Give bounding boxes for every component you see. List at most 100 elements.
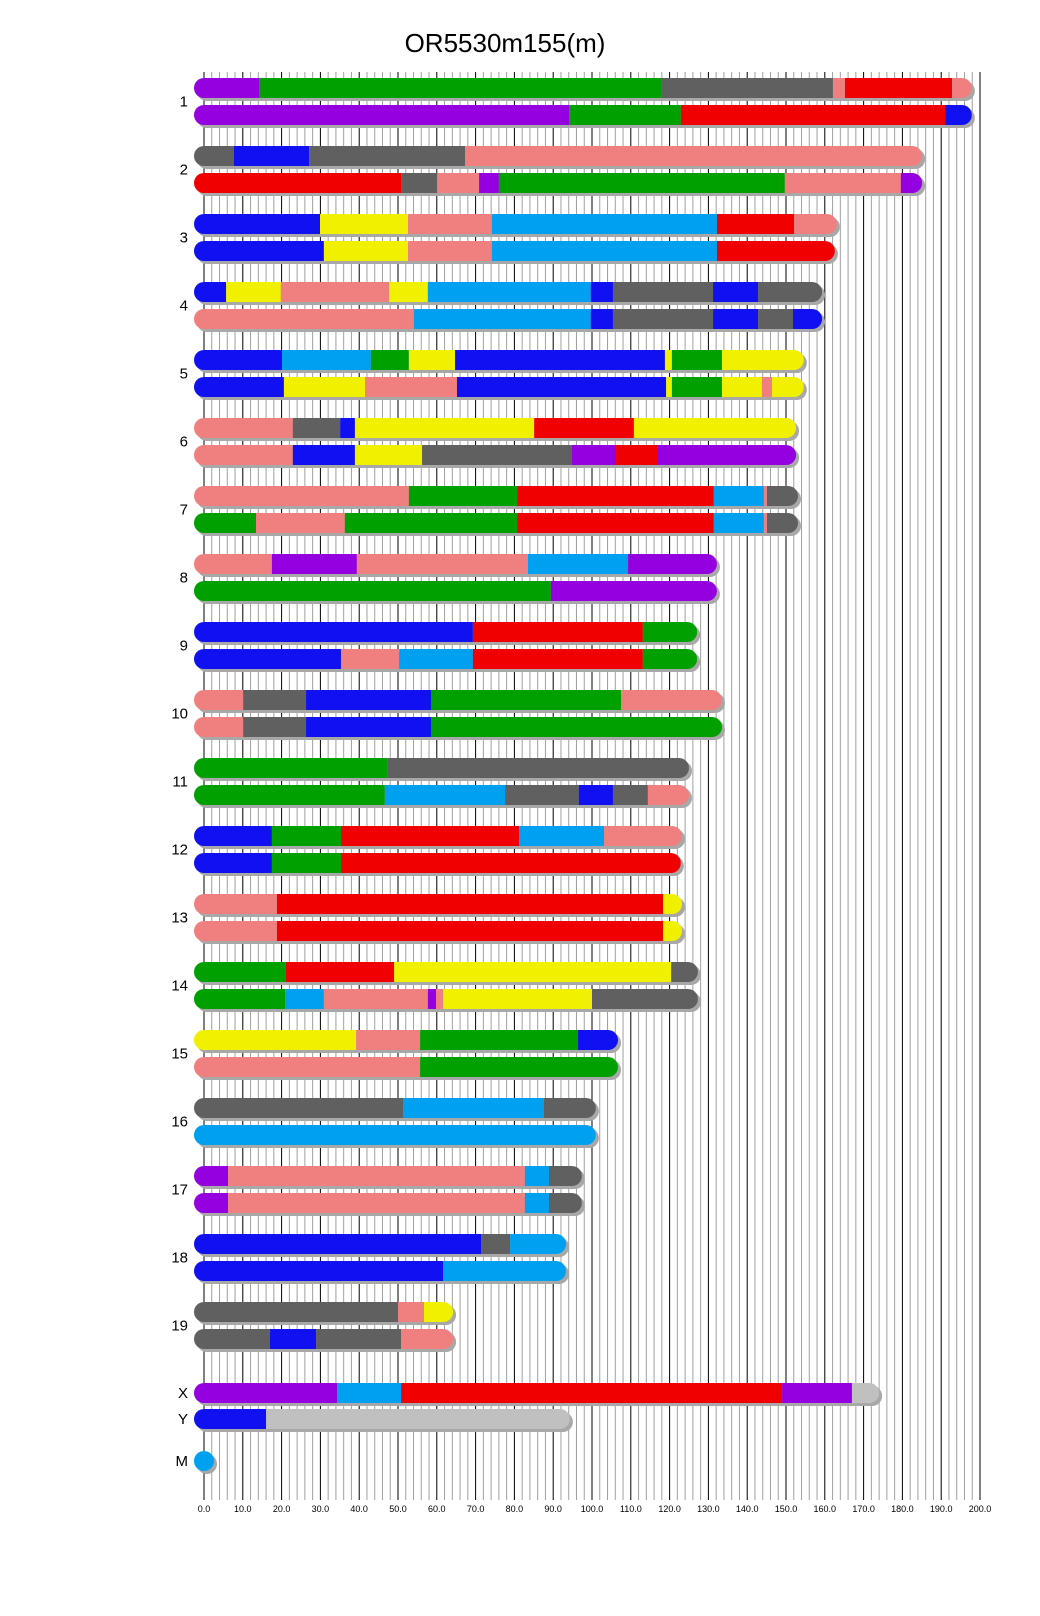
segment [340,418,355,438]
segment [194,377,284,397]
x-tick-label: 190.0 [930,1504,953,1514]
segment [527,554,629,574]
segment [228,1166,525,1186]
segment [510,1234,567,1254]
haplotype-bar [194,826,683,846]
segment [194,282,227,302]
haplotype-bar [194,717,722,737]
segment [194,445,293,465]
segment [354,445,423,465]
segment [194,554,272,574]
segment [519,826,605,846]
segment [661,78,833,98]
segment [398,1302,424,1322]
x-tick-label: 30.0 [312,1504,330,1514]
x-tick-label: 120.0 [658,1504,681,1514]
segment [671,377,722,397]
segment [721,377,762,397]
chart-title: OR5530m155(m) [404,28,606,58]
segment [420,1057,618,1077]
x-tick-label: 10.0 [234,1504,252,1514]
segment [226,282,281,302]
chromosome-label: 16 [171,1114,188,1131]
haplotype-bar [194,377,804,397]
segment [194,785,385,805]
segment [761,377,773,397]
segment [292,418,341,438]
segment [276,894,664,914]
segment [194,1409,267,1429]
haplotype-bar [194,853,681,873]
segment [713,309,759,329]
segment [401,1329,454,1349]
segment [285,989,324,1009]
segment [194,826,272,846]
segment [763,486,767,506]
segment [266,1409,570,1429]
x-tick-label: 150.0 [775,1504,798,1514]
segment [548,1193,582,1213]
segment [269,1329,317,1349]
segment [423,1302,454,1322]
segment [534,418,634,438]
segment [671,962,698,982]
segment [340,649,400,669]
segment [571,445,617,465]
haplotype-bar [194,105,972,125]
chromosome-label: 18 [171,1250,188,1267]
segment [340,853,681,873]
chromosome-label: Y [178,1411,188,1428]
segment [422,445,572,465]
segment [194,1166,229,1186]
segment [194,78,260,98]
segment [647,785,689,805]
segment [491,241,717,261]
segment [430,690,622,710]
segment [194,1451,214,1471]
segment [713,513,764,533]
x-tick-label: 110.0 [620,1504,642,1514]
chromosome-label: 2 [180,162,188,179]
segment [784,173,901,193]
segment [233,146,310,166]
segment [194,1261,444,1281]
haplotype-bar [194,1193,582,1213]
x-tick-label: 20.0 [273,1504,291,1514]
x-tick-label: 90.0 [544,1504,562,1514]
haplotype-bar [194,1234,567,1254]
segment [713,486,764,506]
segment [320,214,409,234]
segment [716,214,795,234]
segment [370,350,409,370]
segment [387,758,689,778]
chromosome-label: 1 [180,94,188,111]
segment [680,105,946,125]
segment [550,581,717,601]
haplotype-bar [194,282,823,302]
segment [456,377,667,397]
x-tick-label: 60.0 [428,1504,446,1514]
haplotype-bar [194,690,722,710]
segment [194,486,409,506]
segment [194,989,286,1009]
segment [306,690,431,710]
segment [194,241,324,261]
segment [281,350,371,370]
segment [612,785,648,805]
segment [194,350,282,370]
segment [543,1098,596,1118]
segment [578,1030,618,1050]
segment [952,78,972,98]
segment [399,649,473,669]
segment [194,1030,357,1050]
segment [758,309,793,329]
segment [590,309,613,329]
segment [323,989,428,1009]
segment [792,309,823,329]
segment [430,717,722,737]
x-tick-label: 70.0 [467,1504,485,1514]
chromosome-label: 15 [171,1046,188,1063]
segment [616,445,658,465]
segment [517,486,714,506]
